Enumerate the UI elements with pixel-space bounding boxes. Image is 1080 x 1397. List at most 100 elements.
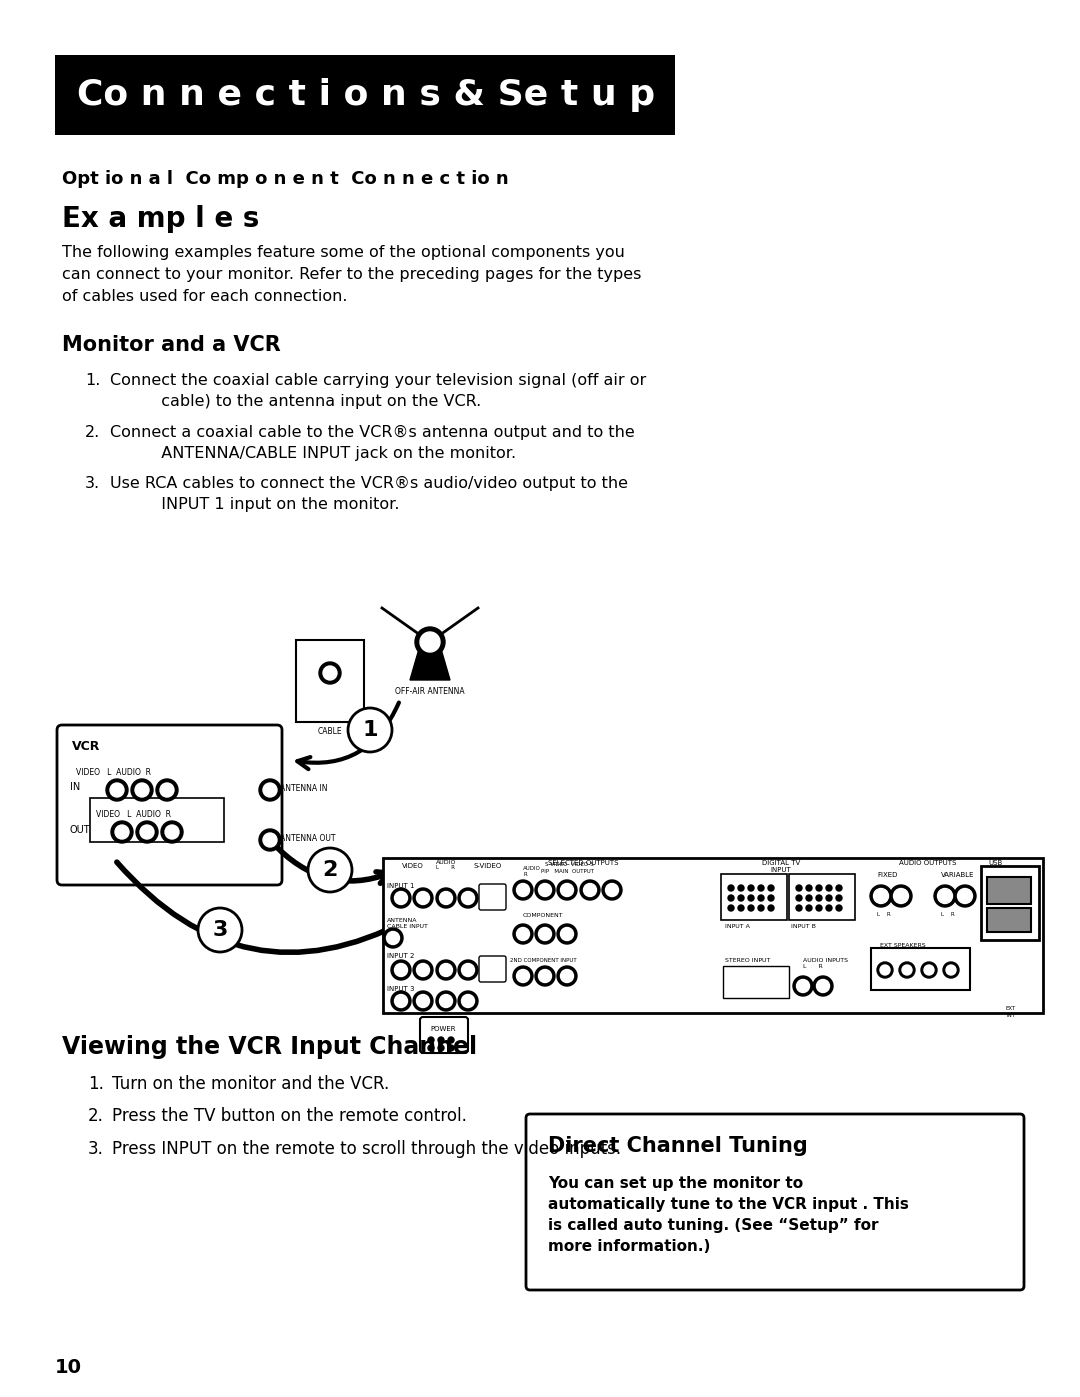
Text: EXT SPEAKERS: EXT SPEAKERS: [880, 943, 926, 949]
Text: INPUT 1: INPUT 1: [387, 883, 415, 888]
Circle shape: [758, 905, 764, 911]
Text: INPUT B: INPUT B: [791, 923, 815, 929]
Circle shape: [602, 880, 622, 900]
Text: AUDIO: AUDIO: [435, 861, 456, 865]
Circle shape: [259, 828, 281, 851]
Text: L    R: L R: [877, 912, 891, 916]
Text: Opt io n a l  Co mp o n e n t  Co n n e c t io n: Opt io n a l Co mp o n e n t Co n n e c …: [62, 170, 509, 189]
Text: Ex a mp l e s: Ex a mp l e s: [62, 205, 259, 233]
Circle shape: [458, 888, 478, 908]
Circle shape: [728, 905, 734, 911]
Circle shape: [461, 995, 474, 1007]
Circle shape: [738, 905, 744, 911]
Text: STEREO INPUT: STEREO INPUT: [725, 958, 770, 963]
Circle shape: [417, 995, 430, 1007]
Text: DIGITAL TV
INPUT: DIGITAL TV INPUT: [761, 861, 800, 873]
Circle shape: [758, 886, 764, 891]
Text: Turn on the monitor and the VCR.: Turn on the monitor and the VCR.: [112, 1076, 389, 1092]
Circle shape: [413, 888, 433, 908]
Circle shape: [535, 965, 555, 986]
Text: POWER: POWER: [430, 1025, 456, 1032]
FancyBboxPatch shape: [420, 1017, 468, 1053]
Circle shape: [160, 782, 174, 798]
FancyBboxPatch shape: [90, 798, 224, 842]
Circle shape: [924, 965, 934, 975]
Circle shape: [758, 895, 764, 901]
Circle shape: [606, 883, 619, 897]
Circle shape: [308, 848, 352, 893]
Circle shape: [539, 928, 552, 940]
FancyBboxPatch shape: [723, 965, 789, 997]
Circle shape: [899, 963, 915, 978]
Text: VCR: VCR: [72, 740, 100, 753]
Circle shape: [561, 970, 573, 982]
Text: S-VIDEO  VIDEO-S: S-VIDEO VIDEO-S: [545, 862, 594, 868]
Circle shape: [165, 826, 179, 840]
Circle shape: [383, 928, 403, 949]
Text: Co n n e c t i o n s & Se t u p: Co n n e c t i o n s & Se t u p: [77, 78, 656, 112]
Circle shape: [110, 782, 124, 798]
FancyArrowPatch shape: [272, 842, 390, 883]
Circle shape: [348, 708, 392, 752]
Circle shape: [816, 979, 829, 992]
Circle shape: [890, 886, 912, 907]
Circle shape: [728, 895, 734, 901]
Circle shape: [458, 960, 478, 981]
Circle shape: [513, 923, 534, 944]
Circle shape: [438, 1037, 444, 1044]
Circle shape: [877, 963, 893, 978]
Circle shape: [768, 905, 774, 911]
Circle shape: [438, 1045, 444, 1051]
Circle shape: [748, 905, 754, 911]
Circle shape: [813, 977, 833, 996]
Circle shape: [836, 886, 842, 891]
Circle shape: [323, 666, 337, 680]
Circle shape: [264, 833, 276, 847]
Circle shape: [535, 923, 555, 944]
Text: OFF-AIR ANTENNA: OFF-AIR ANTENNA: [395, 687, 464, 696]
Text: Press INPUT on the remote to scroll through the video inputs.: Press INPUT on the remote to scroll thro…: [112, 1140, 621, 1158]
Text: INPUT A: INPUT A: [725, 923, 750, 929]
Circle shape: [958, 888, 972, 904]
Circle shape: [893, 888, 908, 904]
Circle shape: [440, 891, 453, 904]
FancyBboxPatch shape: [987, 908, 1031, 932]
Text: Connect the coaxial cable carrying your television signal (off air or
          : Connect the coaxial cable carrying your …: [110, 373, 646, 409]
Circle shape: [796, 895, 802, 901]
Circle shape: [836, 905, 842, 911]
Circle shape: [417, 964, 430, 977]
Circle shape: [748, 895, 754, 901]
Text: INT: INT: [1007, 1013, 1015, 1018]
Circle shape: [420, 631, 440, 652]
Text: VIDEO   L  AUDIO  R: VIDEO L AUDIO R: [96, 810, 171, 819]
Circle shape: [440, 995, 453, 1007]
FancyBboxPatch shape: [789, 875, 855, 921]
Text: INPUT 3: INPUT 3: [387, 986, 415, 992]
Circle shape: [448, 1045, 454, 1051]
Text: PIP   MAIN  OUTPUT: PIP MAIN OUTPUT: [541, 869, 594, 875]
Circle shape: [417, 891, 430, 904]
Circle shape: [394, 891, 407, 904]
Circle shape: [816, 895, 822, 901]
Text: ANTENNA OUT: ANTENNA OUT: [280, 834, 336, 842]
Circle shape: [561, 928, 573, 940]
Text: VIDEO: VIDEO: [402, 863, 423, 869]
Circle shape: [796, 905, 802, 911]
FancyBboxPatch shape: [480, 884, 507, 909]
Circle shape: [136, 821, 158, 842]
Text: COMPONENT: COMPONENT: [523, 914, 564, 918]
Circle shape: [394, 995, 407, 1007]
Circle shape: [391, 960, 411, 981]
Circle shape: [921, 963, 937, 978]
Circle shape: [583, 883, 596, 897]
Circle shape: [413, 960, 433, 981]
Circle shape: [114, 826, 129, 840]
Text: VARIABLE: VARIABLE: [941, 872, 974, 877]
Text: The following examples feature some of the optional components you
can connect t: The following examples feature some of t…: [62, 244, 642, 305]
Circle shape: [135, 782, 149, 798]
Text: USB: USB: [988, 861, 1002, 866]
Text: You can set up the monitor to
automatically tune to the VCR input . This
is call: You can set up the monitor to automatica…: [548, 1176, 909, 1255]
Text: AUDIO OUTPUTS: AUDIO OUTPUTS: [900, 861, 957, 866]
Circle shape: [902, 965, 912, 975]
Circle shape: [738, 895, 744, 901]
